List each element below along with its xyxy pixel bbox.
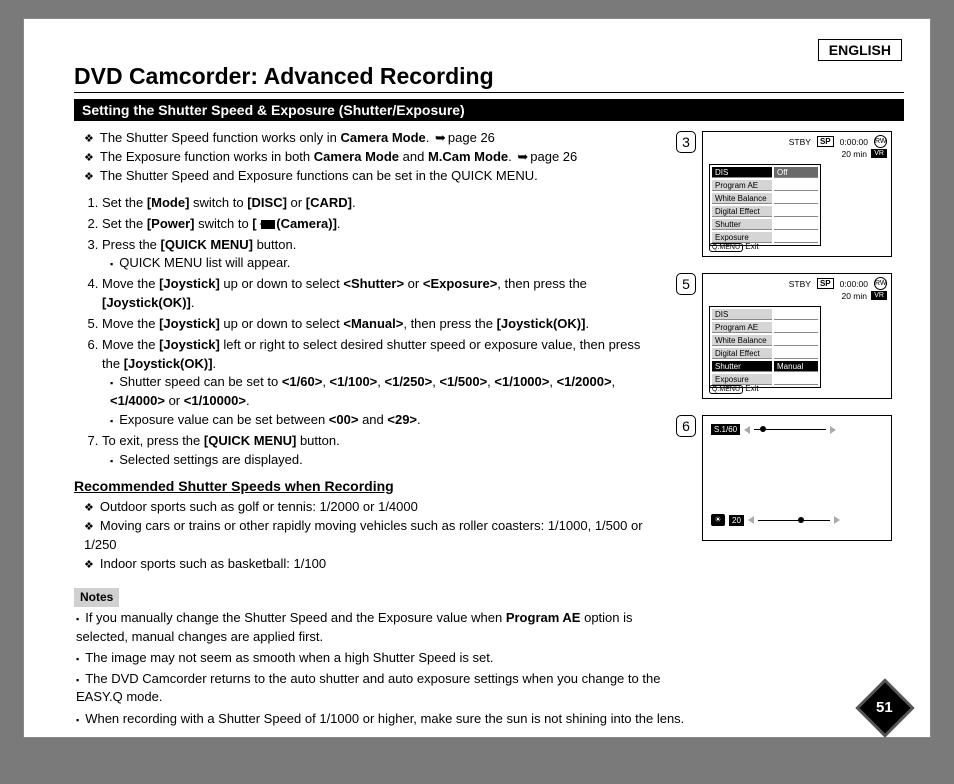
note-wide: When recording with a Shutter Speed of 1… [74, 711, 904, 726]
figure-number: 5 [676, 273, 696, 295]
manual-page: ENGLISH DVD Camcorder: Advanced Recordin… [23, 18, 931, 738]
triangle-right-icon [834, 516, 840, 524]
notes-label: Notes [74, 588, 119, 607]
shutter-value: S.1/60 [711, 424, 740, 435]
quick-menu: DISOff Program AE White Balance Digital … [709, 164, 821, 246]
triangle-left-icon [748, 516, 754, 524]
notes-list: If you manually change the Shutter Speed… [74, 609, 662, 707]
main-text: The Shutter Speed function works only in… [74, 129, 662, 711]
lcd-screen: STBY SP 0:00:00 RW 20 min VR DISOff Prog… [702, 131, 892, 257]
figures-column: 3 STBY SP 0:00:00 RW 20 min VR DISOff Pr… [676, 129, 904, 711]
lcd-screen: STBY SP 0:00:00 RW 20 min VR DIS Program… [702, 273, 892, 399]
triangle-left-icon [744, 426, 750, 434]
section-heading: Setting the Shutter Speed & Exposure (Sh… [74, 99, 904, 121]
quick-menu: DIS Program AE White Balance Digital Eff… [709, 306, 821, 388]
recommended-heading: Recommended Shutter Speeds when Recordin… [74, 476, 662, 496]
exposure-value: 20 [729, 515, 744, 526]
intro-list: The Shutter Speed function works only in… [74, 129, 662, 186]
camera-icon [261, 220, 275, 229]
exposure-icon: ☀ [711, 514, 725, 526]
figure-5: 5 STBY SP 0:00:00 RW 20 min VR DIS Progr… [676, 273, 904, 399]
arrow-icon [433, 130, 448, 145]
page-number: 51 [866, 689, 904, 727]
lcd-screen: S.1/60 ☀ 20 [702, 415, 892, 541]
figure-3: 3 STBY SP 0:00:00 RW 20 min VR DISOff Pr… [676, 131, 904, 257]
figure-number: 3 [676, 131, 696, 153]
page-title: DVD Camcorder: Advanced Recording [74, 63, 904, 93]
triangle-right-icon [830, 426, 836, 434]
steps-list: Set the [Mode] switch to [DISC] or [CARD… [74, 194, 662, 470]
recommended-list: Outdoor sports such as golf or tennis: 1… [74, 498, 662, 574]
figure-number: 6 [676, 415, 696, 437]
figure-6: 6 S.1/60 ☀ 20 [676, 415, 904, 541]
language-badge: ENGLISH [818, 39, 902, 61]
arrow-icon [515, 149, 530, 164]
